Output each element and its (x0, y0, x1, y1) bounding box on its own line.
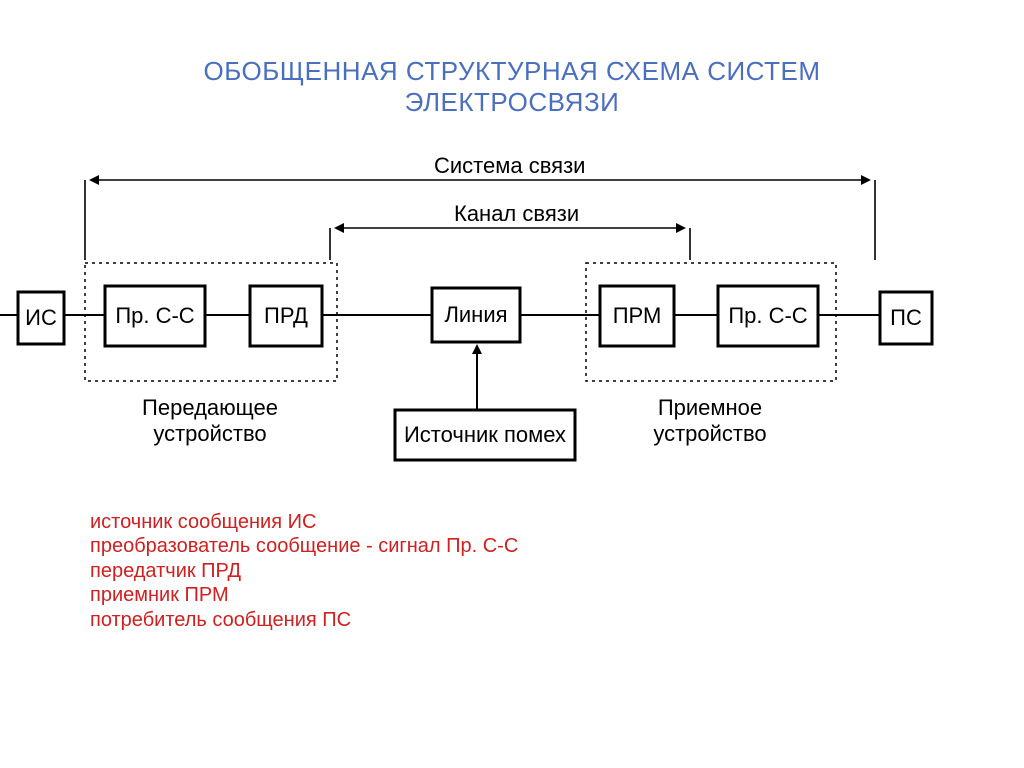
svg-text:Пр. С-С: Пр. С-С (728, 303, 807, 328)
svg-text:ИС: ИС (25, 305, 57, 330)
svg-text:Источник помех: Источник помех (404, 422, 566, 447)
svg-text:ПРМ: ПРМ (613, 303, 662, 328)
svg-text:ПРД: ПРД (264, 303, 308, 328)
svg-text:Линия: Линия (444, 302, 507, 327)
svg-text:ПС: ПС (890, 305, 922, 330)
diagram-svg: ИС Пр. С-С ПРД Линия ПРМ Пр. С-С ПС Источник по… (0, 0, 1024, 768)
svg-text:Пр. С-С: Пр. С-С (115, 303, 194, 328)
